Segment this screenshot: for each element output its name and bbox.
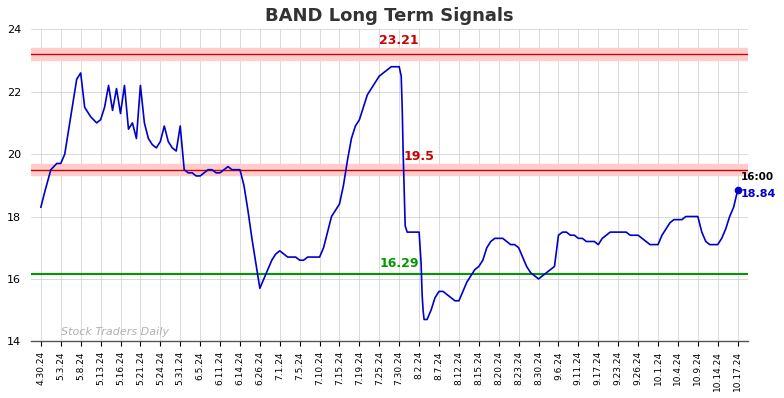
Text: 19.5: 19.5	[404, 150, 434, 163]
Text: 16.29: 16.29	[379, 258, 419, 271]
Text: Stock Traders Daily: Stock Traders Daily	[61, 327, 169, 337]
Text: 23.21: 23.21	[379, 34, 419, 47]
Text: 18.84: 18.84	[741, 189, 776, 199]
Bar	[31, 48, 748, 60]
Title: BAND Long Term Signals: BAND Long Term Signals	[265, 7, 514, 25]
Text: 16:00: 16:00	[741, 172, 774, 183]
Bar	[31, 164, 748, 176]
